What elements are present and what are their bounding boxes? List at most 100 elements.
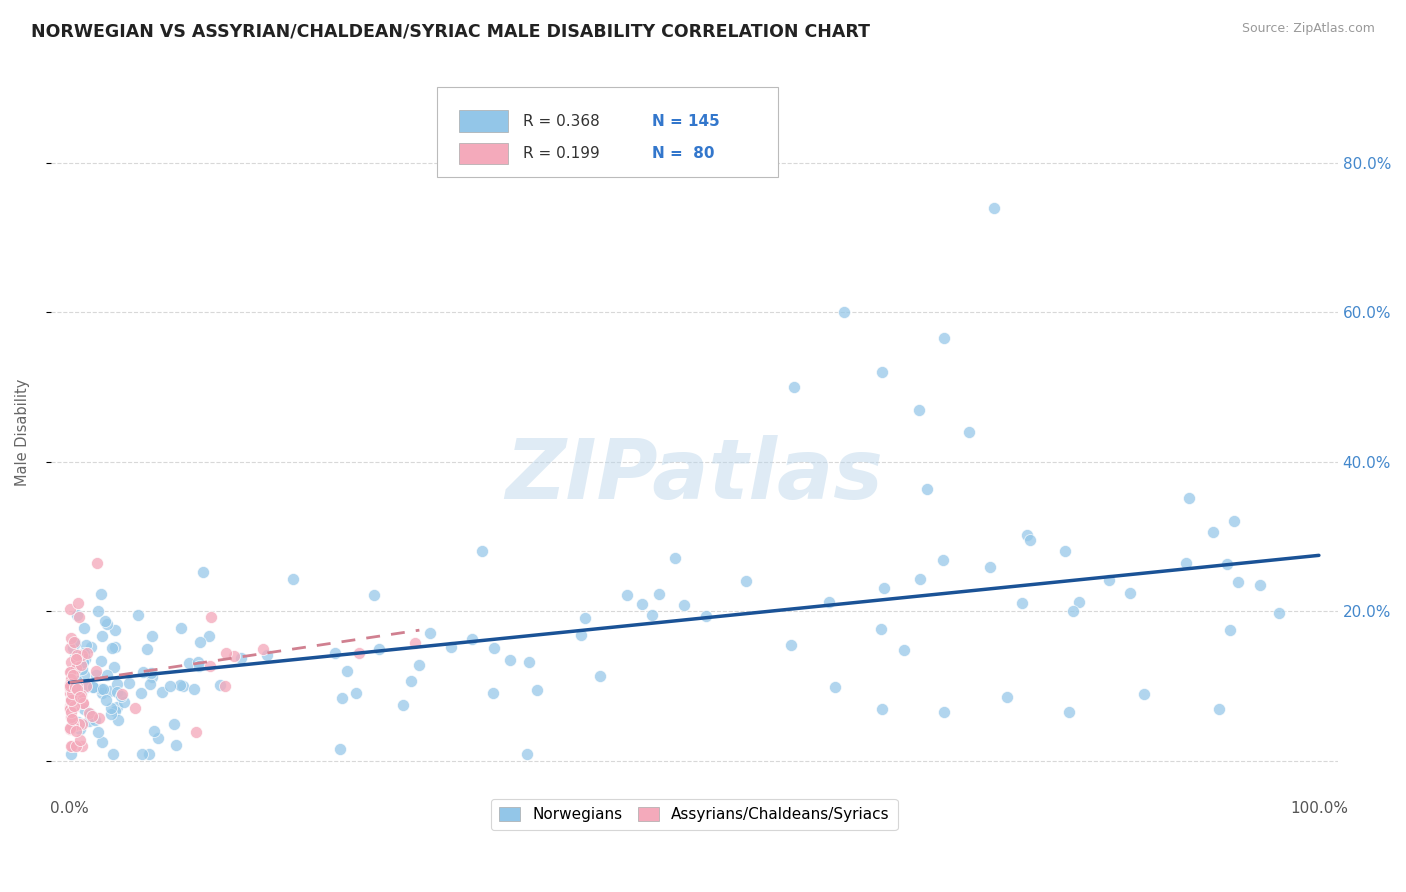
Point (1223, 514, 1246, 528)
Point (1249, 578, 1271, 592)
Point (60, 680, 83, 694)
Point (191, 565, 214, 579)
Point (780, 639, 803, 653)
Point (695, 608, 717, 623)
Legend: Norwegians, Assyrians/Chaldeans/Syriacs: Norwegians, Assyrians/Chaldeans/Syriacs (491, 799, 897, 830)
Point (66, 681, 89, 696)
Point (86, 556, 108, 570)
Point (616, 588, 638, 602)
Point (59, 680, 82, 694)
Point (832, 305, 855, 319)
Point (59, 679, 82, 693)
Point (75, 680, 97, 694)
Point (69, 691, 91, 706)
Point (65, 717, 87, 731)
Point (91, 735, 114, 749)
Point (58, 641, 80, 656)
FancyBboxPatch shape (458, 143, 508, 164)
Point (208, 678, 231, 692)
Point (93, 614, 115, 628)
Point (69, 733, 91, 747)
Point (59, 681, 82, 696)
Point (1011, 596, 1033, 610)
Point (70, 716, 93, 731)
Point (69, 690, 91, 705)
Point (979, 560, 1001, 574)
Point (65, 651, 87, 665)
Point (141, 629, 163, 643)
Point (783, 380, 806, 394)
Point (65, 661, 87, 675)
Point (84, 713, 107, 727)
Point (399, 673, 422, 688)
Point (482, 641, 505, 656)
Point (62, 719, 84, 733)
Point (66, 680, 89, 694)
Point (66, 658, 89, 673)
Point (1202, 525, 1225, 540)
Point (183, 681, 205, 696)
Point (105, 677, 128, 691)
Point (59, 692, 82, 706)
Point (1227, 574, 1250, 589)
Point (96, 668, 118, 682)
Point (392, 698, 415, 713)
Point (112, 695, 135, 709)
Point (908, 402, 931, 417)
Point (256, 648, 278, 662)
Point (100, 640, 122, 655)
Point (103, 660, 125, 674)
Point (63, 634, 86, 648)
Point (84, 668, 107, 682)
Point (152, 685, 174, 699)
Text: N =  80: N = 80 (652, 146, 714, 161)
Point (67, 714, 90, 729)
Point (336, 664, 359, 678)
Point (252, 641, 274, 656)
Point (200, 610, 222, 624)
Text: Source: ZipAtlas.com: Source: ZipAtlas.com (1241, 22, 1375, 36)
Point (59, 664, 82, 678)
Point (1062, 604, 1084, 618)
Point (65, 673, 87, 688)
Point (440, 640, 463, 655)
Point (63, 680, 86, 694)
Point (824, 680, 846, 694)
Point (65, 652, 87, 666)
Point (82, 680, 104, 694)
Point (59, 699, 82, 714)
Point (589, 669, 612, 683)
Point (59, 705, 82, 719)
Text: N = 145: N = 145 (652, 113, 720, 128)
Point (214, 679, 236, 693)
Point (70, 658, 93, 673)
Point (59, 700, 82, 714)
Point (165, 738, 187, 752)
Point (344, 686, 367, 700)
Point (132, 665, 155, 679)
Point (65, 680, 87, 694)
Point (641, 607, 664, 622)
Point (59, 723, 82, 737)
Point (89, 711, 111, 725)
Point (70, 662, 93, 676)
Point (124, 701, 146, 715)
Point (79, 706, 101, 721)
Point (569, 628, 592, 642)
Point (75, 680, 97, 694)
Point (104, 640, 127, 654)
Point (76, 647, 98, 661)
Point (129, 686, 152, 700)
Point (69, 723, 91, 737)
Point (59, 677, 82, 691)
Point (94, 693, 117, 707)
FancyBboxPatch shape (458, 111, 508, 132)
Point (872, 581, 894, 595)
Point (127, 608, 149, 623)
Point (1177, 491, 1199, 506)
Point (87, 604, 110, 618)
Point (80, 640, 103, 655)
Point (131, 747, 153, 761)
Point (100, 707, 122, 722)
Point (59, 701, 82, 715)
